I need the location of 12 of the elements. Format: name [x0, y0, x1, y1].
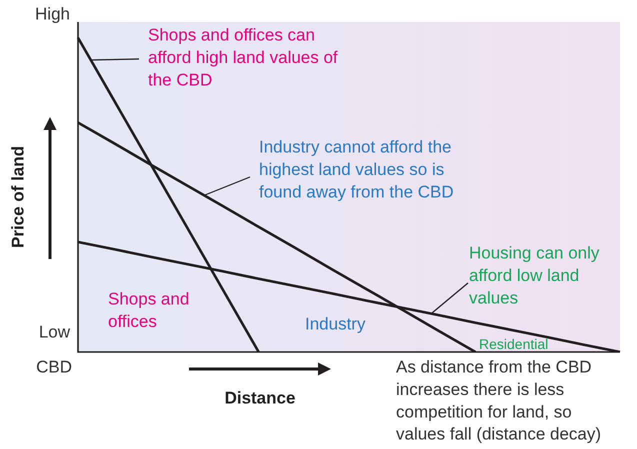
- x-axis-title: Distance: [224, 388, 296, 408]
- annotation: Shops and offices: [108, 290, 190, 331]
- annotation: Residential: [479, 336, 548, 352]
- text: CBD: [36, 358, 72, 377]
- annotation: Industry: [305, 314, 366, 334]
- annotation: Industry cannot afford the highest land values so is found away from the CBD: [259, 138, 454, 202]
- y-axis-title: Price of land: [8, 146, 28, 248]
- text: Low: [38, 322, 71, 342]
- annotation: Housing can only afford low land values: [469, 244, 600, 308]
- text: As distance from the CBD increases there is less competition for land, so values fall (distance decay): [396, 358, 602, 444]
- annotation: Shops and offices can afford high land values of the CBD: [148, 26, 338, 90]
- text: High: [35, 4, 70, 24]
